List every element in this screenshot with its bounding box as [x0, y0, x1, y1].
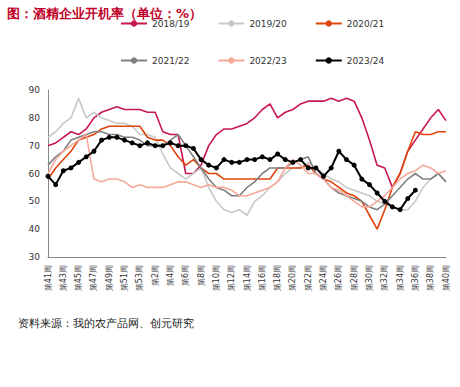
svg-text:2020/21: 2020/21	[347, 19, 384, 29]
svg-text:80: 80	[29, 113, 41, 123]
svg-text:第51周: 第51周	[120, 265, 129, 291]
svg-text:70: 70	[29, 141, 41, 151]
svg-text:第49周: 第49周	[105, 265, 114, 291]
svg-text:第18周: 第18周	[273, 265, 282, 291]
svg-text:2019/20: 2019/20	[249, 19, 287, 29]
svg-text:90: 90	[29, 85, 41, 95]
svg-text:2021/22: 2021/22	[152, 56, 189, 66]
svg-text:第14周: 第14周	[243, 265, 252, 291]
svg-text:图：酒精企业开机率（单位：%）: 图：酒精企业开机率（单位：%）	[7, 6, 202, 21]
svg-text:30: 30	[29, 252, 41, 262]
svg-text:第26周: 第26周	[334, 265, 343, 291]
svg-text:第6周: 第6周	[181, 265, 190, 286]
svg-text:第12周: 第12周	[227, 265, 236, 291]
svg-text:第32周: 第32周	[380, 265, 389, 291]
svg-text:60: 60	[29, 169, 41, 179]
svg-text:50: 50	[29, 196, 41, 206]
svg-text:资料来源：我的农产品网、创元研究: 资料来源：我的农产品网、创元研究	[18, 317, 194, 330]
svg-text:第47周: 第47周	[89, 265, 98, 291]
svg-text:第45周: 第45周	[74, 265, 83, 291]
svg-text:第36周: 第36周	[411, 265, 420, 291]
svg-text:2023/24: 2023/24	[347, 56, 385, 66]
svg-text:第38周: 第38周	[426, 265, 435, 291]
svg-text:40: 40	[29, 224, 41, 234]
svg-text:第20周: 第20周	[288, 265, 297, 291]
svg-text:第10周: 第10周	[212, 265, 221, 291]
svg-text:第30周: 第30周	[365, 265, 374, 291]
svg-text:第53周: 第53周	[135, 265, 144, 291]
svg-text:2018/19: 2018/19	[152, 18, 190, 29]
svg-text:第34周: 第34周	[396, 265, 405, 291]
svg-text:第24周: 第24周	[319, 265, 328, 291]
svg-text:第16周: 第16周	[258, 265, 267, 291]
svg-text:第4周: 第4周	[166, 265, 175, 286]
svg-text:第41周: 第41周	[44, 265, 53, 291]
svg-text:第28周: 第28周	[350, 265, 359, 291]
svg-text:2022/23: 2022/23	[249, 56, 286, 66]
svg-text:第40周: 第40周	[442, 265, 451, 291]
svg-text:第43周: 第43周	[59, 265, 68, 291]
svg-text:第22周: 第22周	[304, 265, 313, 291]
svg-text:第2周: 第2周	[151, 265, 160, 286]
svg-text:第8周: 第8周	[197, 265, 206, 286]
